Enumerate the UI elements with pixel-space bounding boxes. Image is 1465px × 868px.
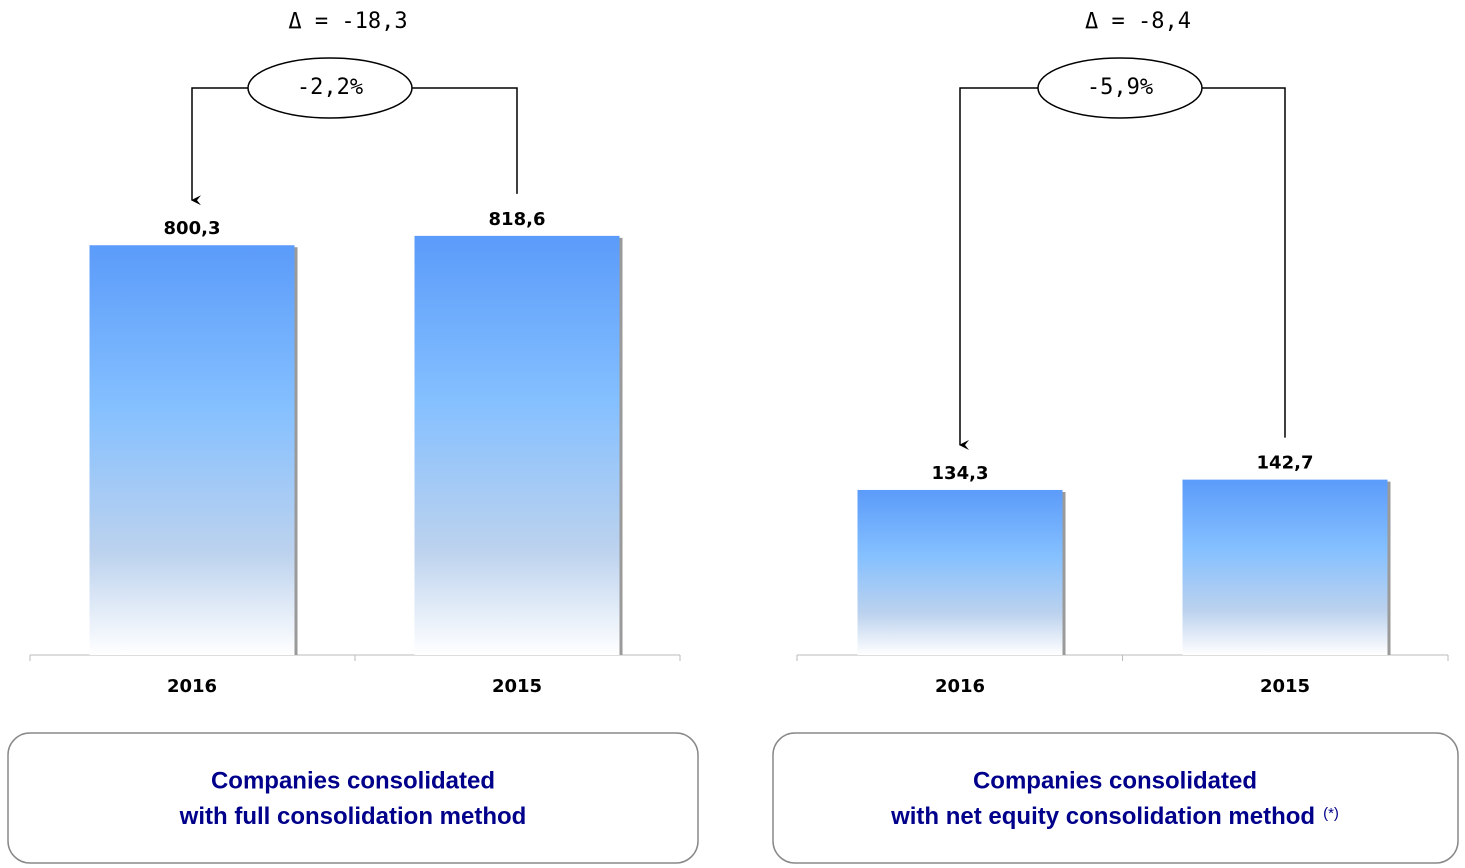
connector-arrow [191,87,248,206]
data-label: 134,3 [932,463,989,484]
x-tick-label: 2016 [167,676,217,697]
caption-line: Companies consolidated [973,767,1257,794]
caption-line: Companies consolidated [211,767,495,794]
data-label: 818,6 [489,209,546,230]
bar [89,245,295,655]
change-ellipse [1037,57,1203,119]
data-label: 800,3 [164,218,221,239]
caption-line: with net equity consolidation method (*) [890,803,1339,830]
change-ellipse [247,57,413,119]
caption-box [772,732,1459,864]
change-label: -2,2% [297,75,363,100]
delta-label: Δ = -18,3 [288,9,407,34]
caption-box [7,732,699,864]
footnote-marker: (*) [1323,805,1339,822]
caption-text: with net equity consolidation method [890,803,1315,830]
x-tick-label: 2015 [1260,676,1310,697]
connector-arrow [959,87,1038,450]
connector-line [1202,87,1286,438]
bar [1182,479,1388,655]
x-tick-label: 2015 [492,676,542,697]
delta-label: Δ = -8,4 [1085,9,1191,34]
change-label: -5,9% [1087,75,1153,100]
x-tick-label: 2016 [935,676,985,697]
connector-line [412,87,518,194]
bar [414,235,620,655]
bar [857,489,1063,655]
caption-line: with full consolidation method [179,803,527,830]
caption-text: with full consolidation method [179,803,527,830]
data-label: 142,7 [1257,453,1314,474]
